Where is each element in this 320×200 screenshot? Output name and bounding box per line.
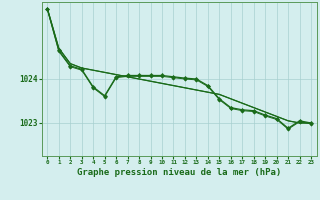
X-axis label: Graphe pression niveau de la mer (hPa): Graphe pression niveau de la mer (hPa) (77, 168, 281, 177)
